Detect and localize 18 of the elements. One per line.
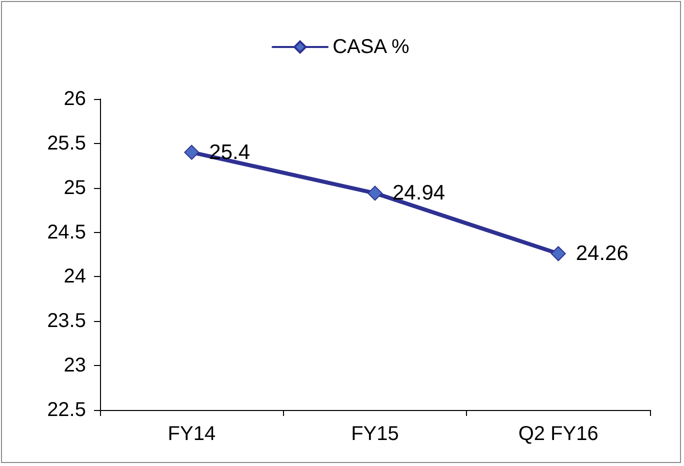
- legend-label: CASA %: [332, 36, 410, 58]
- y-tick-label: 22.5: [47, 399, 86, 421]
- data-label: 25.4: [209, 140, 250, 164]
- y-tick-label: 25.5: [47, 132, 86, 154]
- y-tick-label: 26: [64, 88, 86, 110]
- point: [368, 186, 382, 201]
- y-tick-label: 24.5: [47, 221, 86, 244]
- y-tick-label: 23.5: [47, 310, 86, 332]
- point: [550, 246, 566, 262]
- x-tick-label: FY14: [168, 423, 216, 445]
- data-label: 24.26: [576, 242, 628, 266]
- x-tick-label: FY15: [351, 423, 399, 445]
- x-tick-label: Q2 FY16: [518, 423, 598, 445]
- y-tick-label: 24: [64, 266, 86, 288]
- y-tick-label: 23: [64, 354, 86, 377]
- data-label: 24.94: [392, 182, 446, 205]
- point: [184, 144, 200, 160]
- y-tick-label: 25: [64, 176, 86, 199]
